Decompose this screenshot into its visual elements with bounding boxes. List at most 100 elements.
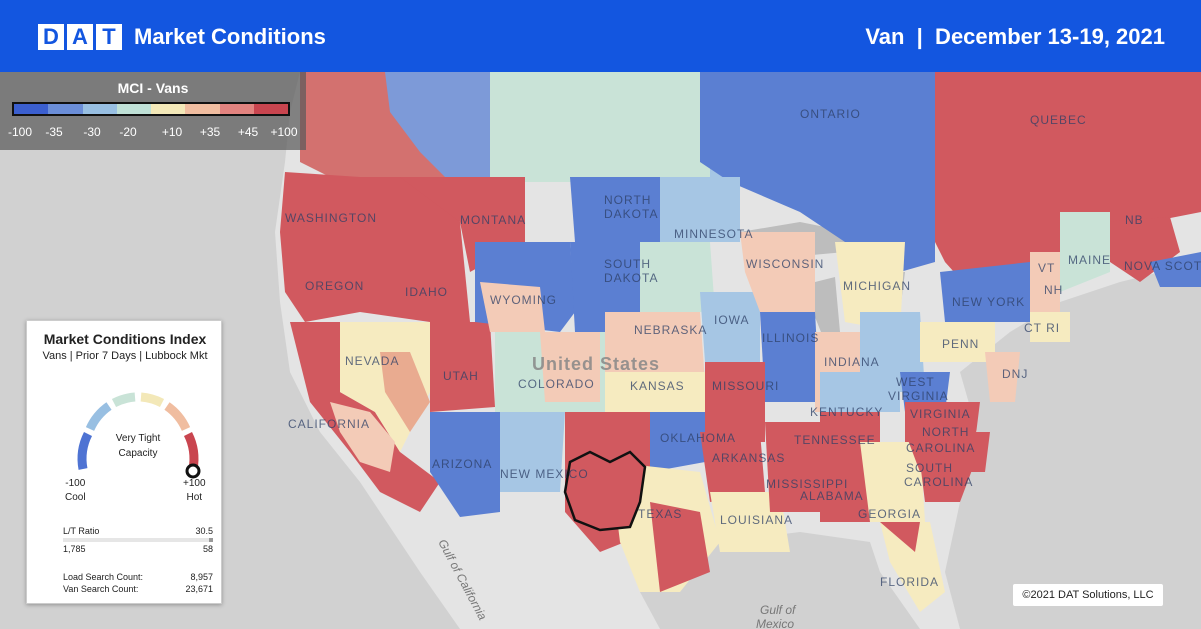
region-michigan[interactable]	[835, 242, 905, 332]
region-quebec[interactable]	[935, 72, 1201, 312]
legend-tick: +100	[270, 125, 298, 139]
label-louisiana: LOUISIANA	[720, 513, 793, 527]
label-vt: VT	[1038, 261, 1055, 275]
label-virginia: VIRGINIA	[910, 407, 971, 421]
region-ontario[interactable]	[700, 72, 935, 272]
region-ct-ri[interactable]	[1030, 312, 1070, 342]
highlight-lubbock-market[interactable]	[563, 450, 647, 532]
region-colorado-east[interactable]	[540, 332, 600, 402]
region-missouri[interactable]	[705, 362, 765, 442]
region-wisconsin[interactable]	[740, 232, 815, 312]
label-indiana: INDIANA	[824, 355, 880, 369]
region-nj[interactable]	[985, 352, 1020, 402]
region-socal[interactable]	[330, 402, 395, 472]
region-tennessee[interactable]	[820, 412, 880, 442]
gauge-seg-4	[140, 392, 165, 408]
dat-logo: D A T	[38, 24, 122, 50]
region-mississippi[interactable]	[765, 422, 820, 512]
mci-legend: MCI - Vans -100 -35 -30 -20 +10 +35 +45 +100	[0, 72, 306, 150]
label-new-york: NEW YORK	[952, 295, 1025, 309]
label-florida: FLORIDA	[880, 575, 939, 589]
region-nebraska[interactable]	[605, 312, 705, 382]
region-washington-oregon[interactable]	[280, 172, 365, 322]
region-wyoming[interactable]	[480, 282, 545, 332]
region-saskatchewan[interactable]	[612, 72, 710, 182]
lt-ratio-value: 30.5	[195, 526, 213, 536]
region-south-dakota[interactable]	[570, 242, 640, 332]
region-pennsylvania[interactable]	[920, 322, 995, 362]
gauge-seg-2	[85, 402, 112, 432]
region-nevada-south[interactable]	[380, 352, 430, 432]
label-new-mexico: NEW MEXICO	[500, 467, 589, 481]
region-vermont-nh[interactable]	[1030, 252, 1060, 312]
gauge-seg-cool	[77, 431, 93, 470]
label-tennessee: TENNESSEE	[794, 433, 876, 447]
region-north-dakota[interactable]	[570, 177, 665, 242]
gauge-max: +100 Hot	[183, 477, 206, 505]
label-dnj: DNJ	[1002, 367, 1028, 381]
label-maine: MAINE	[1068, 253, 1111, 267]
label-oregon: OREGON	[305, 279, 364, 293]
gauge-seg-5	[164, 402, 191, 432]
legend-tick: -100	[7, 125, 33, 139]
label-nova-scotia: NOVA SCOTIA	[1124, 259, 1201, 273]
region-maine[interactable]	[1060, 212, 1110, 292]
region-sd-east[interactable]	[640, 242, 715, 312]
label-wisconsin: WISCONSIN	[746, 257, 824, 271]
legend-swatch	[151, 104, 186, 114]
region-new-mexico[interactable]	[500, 412, 565, 492]
label-arizona: ARIZONA	[432, 457, 492, 471]
legend-tick: +45	[237, 125, 259, 139]
region-alabama[interactable]	[820, 442, 870, 522]
legend-swatch	[185, 104, 220, 114]
label-wyoming: WYOMING	[490, 293, 557, 307]
label-arkansas: ARKANSAS	[712, 451, 785, 465]
region-south-texas[interactable]	[650, 502, 710, 592]
van-search-value: 23,671	[185, 584, 213, 594]
label-utah: UTAH	[443, 369, 479, 383]
region-kentucky[interactable]	[820, 372, 900, 412]
lt-ratio-label: L/T Ratio	[63, 526, 100, 536]
gauge-min-label: Cool	[65, 492, 86, 503]
region-florida-north[interactable]	[880, 522, 920, 552]
market-map[interactable]: ONTARIO QUEBEC NB NOVA SCOTIA WASHINGTON…	[0, 72, 1201, 629]
label-south-dakota-2: DAKOTA	[604, 271, 658, 285]
label-nevada: NEVADA	[345, 354, 399, 368]
label-alabama: ALABAMA	[800, 489, 864, 503]
label-kentucky: KENTUCKY	[810, 405, 883, 419]
legend-tick: -30	[83, 125, 101, 139]
legend-color-scale	[12, 102, 290, 116]
legend-tick: -20	[119, 125, 137, 139]
region-alberta-west[interactable]	[385, 72, 490, 182]
region-utah[interactable]	[430, 322, 495, 412]
region-kansas[interactable]	[605, 372, 710, 412]
region-arkansas[interactable]	[700, 432, 765, 502]
region-new-york[interactable]	[940, 262, 1030, 322]
card-title: Market Conditions Index	[43, 331, 207, 347]
legend-swatch	[48, 104, 83, 114]
legend-tick-labels: -100 -35 -30 -20 +10 +35 +45 +100	[0, 125, 306, 141]
region-arizona[interactable]	[430, 412, 500, 517]
region-south-carolina[interactable]	[920, 462, 975, 502]
legend-swatch	[82, 104, 117, 114]
label-ontario: ONTARIO	[800, 107, 861, 121]
region-alberta[interactable]	[490, 72, 612, 182]
legend-title: MCI - Vans	[117, 80, 189, 96]
label-nebraska: NEBRASKA	[634, 323, 707, 337]
region-florida[interactable]	[880, 522, 945, 612]
region-nova-scotia[interactable]	[1150, 252, 1201, 287]
label-mississippi: MISSISSIPPI	[766, 477, 848, 491]
region-illinois[interactable]	[760, 312, 820, 402]
copyright-notice: ©2021 DAT Solutions, LLC	[1013, 584, 1163, 606]
gauge-seg-3	[111, 392, 136, 408]
region-minnesota[interactable]	[660, 177, 740, 242]
gauge-min-value: -100	[65, 478, 86, 489]
logo-letter-d: D	[38, 24, 64, 50]
label-gulf-of-mexico-2: Mexico	[756, 617, 794, 629]
label-iowa: IOWA	[714, 313, 750, 327]
region-iowa[interactable]	[700, 292, 760, 362]
region-georgia[interactable]	[860, 442, 925, 522]
label-south-carolina-2: CAROLINA	[904, 475, 973, 489]
label-nb: NB	[1125, 213, 1144, 227]
region-idaho[interactable]	[360, 177, 470, 322]
